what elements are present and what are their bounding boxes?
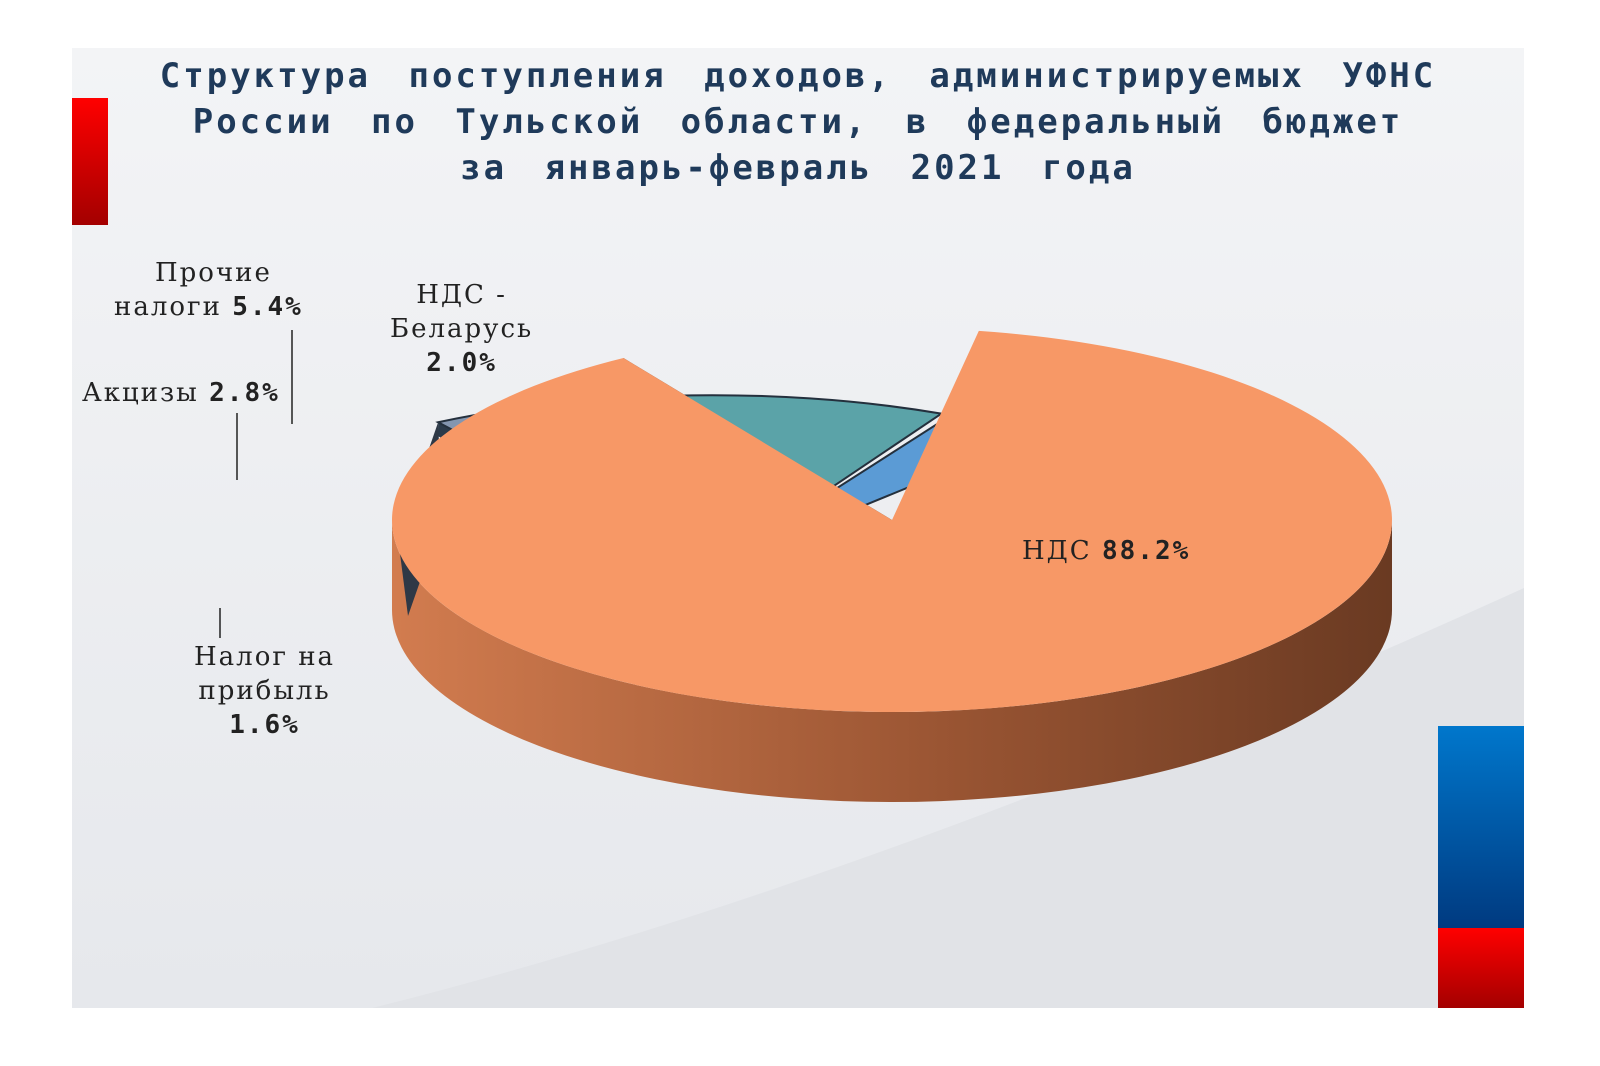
leader-lines <box>219 330 293 638</box>
label-profit-tax-line-2: прибыль <box>198 676 331 706</box>
label-other-taxes-line-1: Прочие <box>154 258 272 288</box>
red-accent-bar <box>72 98 108 225</box>
background-swoosh <box>372 588 1524 1008</box>
slice-vat-side <box>392 520 1392 802</box>
label-other-taxes-value: 5.4% <box>232 292 303 322</box>
slide: Структура поступления доходов, администр… <box>72 48 1524 1008</box>
label-excise-name: Акцизы <box>82 378 199 408</box>
label-excise: Акцизы 2.8% <box>82 376 280 410</box>
label-vat-belarus-value: 2.0% <box>426 348 497 378</box>
label-excise-value: 2.8% <box>209 378 280 408</box>
label-vat-belarus: НДС - Беларусь 2.0% <box>390 278 533 380</box>
pie-chart <box>72 48 1524 1008</box>
label-profit-tax-line-1: Налог на <box>194 642 336 672</box>
label-other-taxes-line-2-text: налоги <box>114 292 222 322</box>
chart-title-line-2: России по Тульской области, в федеральны… <box>192 102 1404 142</box>
chart-title-line-3: за январь-февраль 2021 года <box>460 148 1136 188</box>
label-vat: НДС 88.2% <box>1022 534 1190 568</box>
slice-vat-top <box>392 330 1393 712</box>
blue-accent-bar <box>1438 726 1524 928</box>
label-vat-belarus-line-2: Беларусь <box>390 314 534 344</box>
pie-layer <box>392 330 1393 802</box>
red-accent-bar-bottom <box>1438 928 1524 1008</box>
label-vat-value: 88.2% <box>1101 536 1191 566</box>
chart-title-line-1: Структура поступления доходов, администр… <box>159 56 1437 96</box>
label-vat-name: НДС <box>1022 536 1092 566</box>
label-other-taxes-line-2: налоги 5.4% <box>114 290 303 324</box>
label-vat-belarus-line-1: НДС - <box>416 280 507 310</box>
label-profit-tax-value: 1.6% <box>229 710 300 740</box>
label-other-taxes: Прочие налоги 5.4% <box>114 256 303 324</box>
label-profit-tax: Налог на прибыль 1.6% <box>194 640 335 742</box>
